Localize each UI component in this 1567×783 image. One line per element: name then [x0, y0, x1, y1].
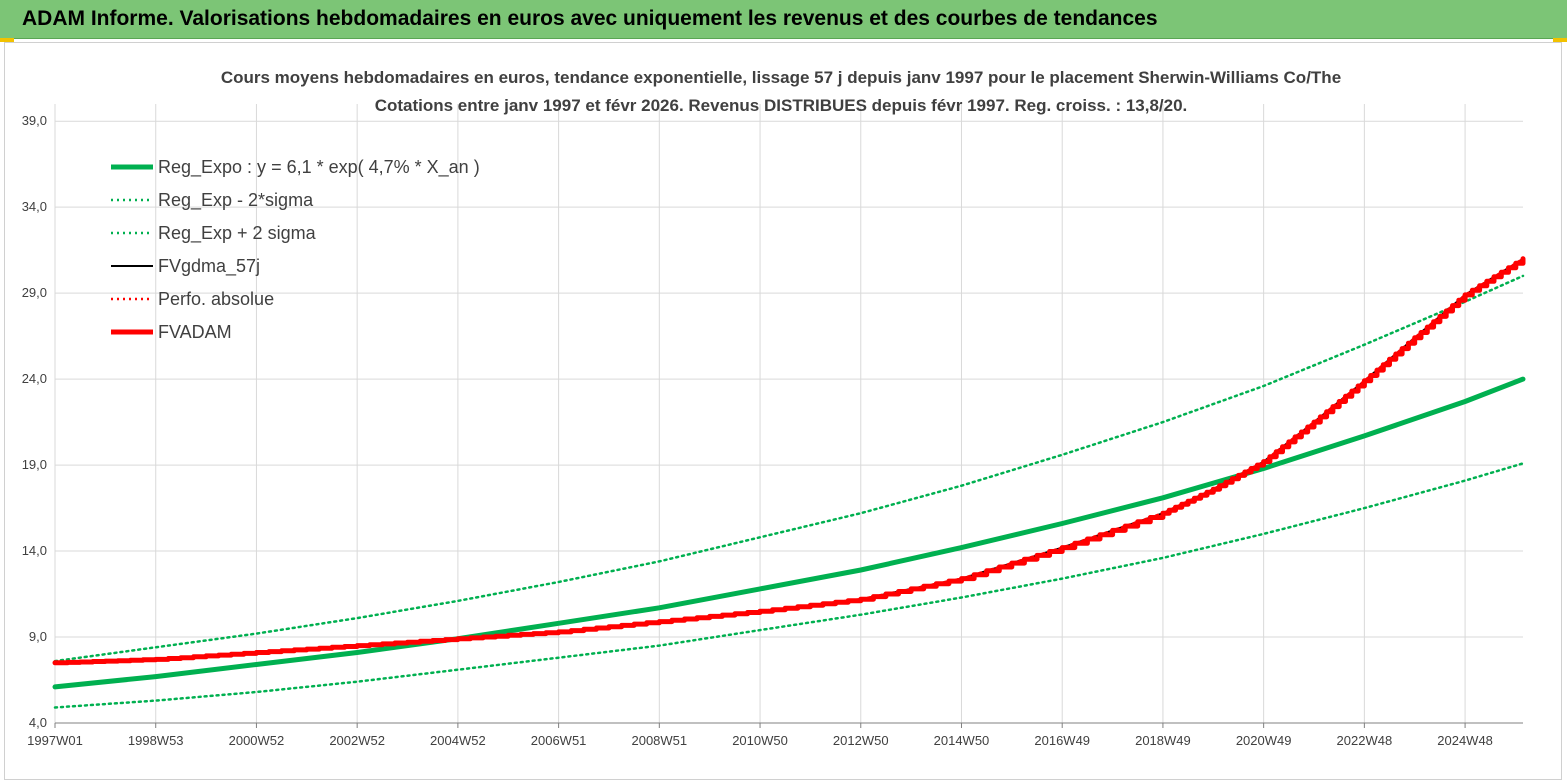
legend-label-4: Perfo. absolue	[158, 289, 274, 309]
grid	[54, 104, 1523, 724]
x-tick-label: 2014W50	[934, 733, 990, 748]
y-tick-label: 24,0	[22, 371, 47, 386]
x-tick-label: 2000W52	[229, 733, 285, 748]
y-tick-label: 29,0	[22, 285, 47, 300]
y-tick-label: 34,0	[22, 199, 47, 214]
series-line-5	[52, 256, 1526, 666]
x-tick-label: 2020W49	[1236, 733, 1292, 748]
x-tick-label: 2012W50	[833, 733, 889, 748]
series-line-1	[53, 462, 1525, 709]
report-title-bar: ADAM Informe. Valorisations hebdomadaire…	[0, 0, 1567, 39]
y-tick-label: 9,0	[29, 629, 47, 644]
legend-label-0: Reg_Expo : y = 6,1 * exp( 4,7% * X_an )	[158, 157, 480, 178]
series-line-2	[53, 274, 1525, 663]
chart-title-line-2: Cotations entre janv 1997 et févr 2026. …	[375, 96, 1188, 115]
y-tick-label: 39,0	[22, 113, 47, 128]
x-tick-label: 2010W50	[732, 733, 788, 748]
x-tick-label: 2016W49	[1034, 733, 1090, 748]
selection-handle-right	[1553, 38, 1567, 42]
legend: Reg_Expo : y = 6,1 * exp( 4,7% * X_an ) R…	[111, 157, 480, 342]
x-tick-label: 2018W49	[1135, 733, 1191, 748]
series-line-4	[53, 257, 1525, 665]
chart-title-line-1: Cours moyens hebdomadaires en euros, ten…	[221, 68, 1341, 87]
legend-label-1: Reg_Exp - 2*sigma	[158, 190, 314, 211]
chart-area[interactable]: 4,0 9,0 14,0 19,0 24,0 29,0 34,0 39,0 1997W01 19…	[4, 42, 1562, 780]
x-tick-label: 2002W52	[329, 733, 385, 748]
y-tick-label: 4,0	[29, 715, 47, 730]
x-axis: 1997W01 1998W53 2000W52 2002W52 2004W52 2006W…	[27, 722, 1523, 748]
y-tick-label: 19,0	[22, 457, 47, 472]
legend-label-3: FVgdma_57j	[158, 256, 260, 277]
x-tick-label: 1997W01	[27, 733, 83, 748]
x-tick-label: 2022W48	[1337, 733, 1393, 748]
series-line-0	[52, 376, 1526, 690]
y-axis: 4,0 9,0 14,0 19,0 24,0 29,0 34,0 39,0	[22, 113, 47, 730]
x-tick-label: 2004W52	[430, 733, 486, 748]
selection-handle-left	[0, 38, 14, 42]
report-title: ADAM Informe. Valorisations hebdomadaire…	[22, 7, 1158, 30]
legend-label-5: FVADAM	[158, 322, 232, 342]
line-chart: 4,09,014,019,024,029,034,039,0 1997W01 19…	[22, 68, 1526, 748]
y-tick-label: 14,0	[22, 543, 47, 558]
legend-label-2: Reg_Exp + 2 sigma	[158, 223, 317, 244]
x-tick-label: 1998W53	[128, 733, 184, 748]
series-line-3	[54, 257, 1524, 664]
series-group	[52, 256, 1526, 709]
x-tick-label: 2008W51	[631, 733, 687, 748]
x-tick-label: 2024W48	[1437, 733, 1493, 748]
x-tick-label: 2006W51	[531, 733, 587, 748]
